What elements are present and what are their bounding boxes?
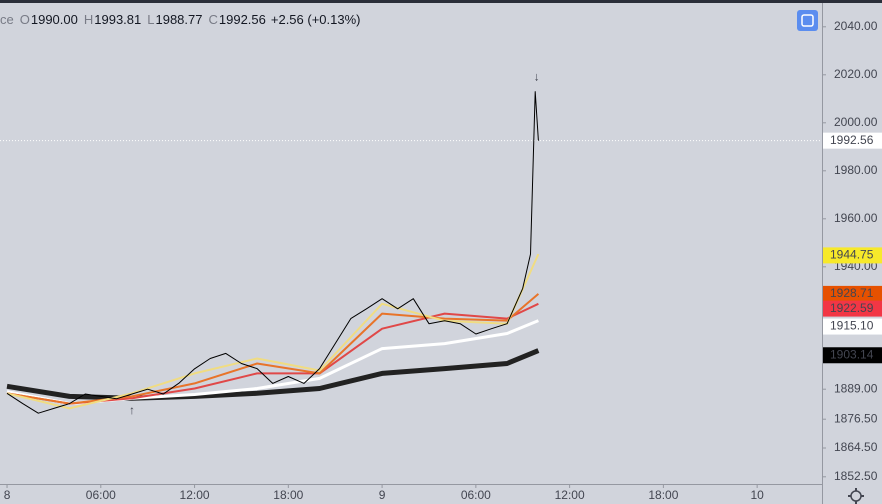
price-label: 1903.14 bbox=[830, 347, 874, 361]
y-tick-label: 1889.00 bbox=[834, 381, 878, 395]
settings-button[interactable] bbox=[797, 10, 818, 31]
price-label-box bbox=[823, 247, 882, 264]
header-text: O bbox=[20, 12, 30, 27]
x-tick-label: 06:00 bbox=[86, 488, 116, 502]
y-tick-label: 2020.00 bbox=[834, 67, 878, 81]
y-tick-label: 1960.00 bbox=[834, 211, 878, 225]
signal-marker: ↑ bbox=[129, 403, 135, 417]
x-tick-label: 12:00 bbox=[180, 488, 210, 502]
header-text: 1993.81 bbox=[94, 12, 141, 27]
y-tick-label: 2040.00 bbox=[834, 19, 878, 33]
header-text: H bbox=[84, 12, 93, 27]
axes: 2040.002020.002000.001980.001960.001940.… bbox=[4, 19, 882, 502]
x-tick-label: 12:00 bbox=[555, 488, 585, 502]
series-line bbox=[6, 91, 539, 414]
plot-area: ↓↑ bbox=[0, 69, 822, 417]
header-text: 1990.00 bbox=[31, 12, 78, 27]
price-label-box bbox=[823, 300, 882, 317]
price-label: 1922.59 bbox=[830, 301, 874, 315]
header-text: 1988.77 bbox=[155, 12, 202, 27]
header-text: 1992.56 bbox=[219, 12, 266, 27]
price-label: 1992.56 bbox=[830, 133, 874, 147]
price-label-box bbox=[823, 347, 882, 364]
series-line bbox=[6, 253, 540, 410]
price-label: 1944.75 bbox=[830, 248, 874, 262]
header: ce O1990.00 H1993.81 L1988.77 C1992.56 +2.56 … bbox=[0, 12, 361, 27]
y-tick-label: 1864.50 bbox=[834, 440, 878, 454]
x-tick-label: 8 bbox=[4, 488, 11, 502]
x-tick-label: 18:00 bbox=[648, 488, 678, 502]
price-label-box bbox=[823, 318, 882, 335]
header-text: L bbox=[147, 12, 154, 27]
header-text: ce bbox=[0, 12, 14, 27]
price-label-box bbox=[823, 285, 882, 302]
top-border bbox=[0, 0, 882, 3]
signal-marker: ↓ bbox=[534, 69, 540, 83]
y-tick-label: 2000.00 bbox=[834, 115, 878, 129]
x-tick-label: 9 bbox=[379, 488, 386, 502]
price-label: 1915.10 bbox=[830, 319, 874, 333]
header-text: +2.56 (+0.13%) bbox=[271, 12, 361, 27]
x-tick-label: 10 bbox=[750, 488, 764, 502]
price-label: 1928.71 bbox=[830, 286, 874, 300]
y-tick-label: 1852.50 bbox=[834, 469, 878, 483]
header-text: C bbox=[208, 12, 217, 27]
x-tick-label: 06:00 bbox=[461, 488, 491, 502]
x-tick-label: 18:00 bbox=[273, 488, 303, 502]
series-line bbox=[6, 348, 540, 401]
y-tick-label: 1980.00 bbox=[834, 163, 878, 177]
y-tick-label: 1876.50 bbox=[834, 411, 878, 425]
price-label-box bbox=[823, 132, 882, 149]
